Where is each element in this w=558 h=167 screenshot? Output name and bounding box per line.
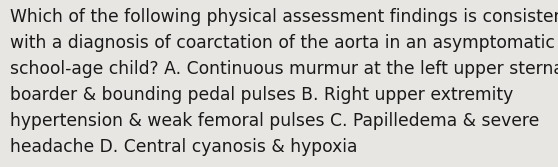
Text: boarder & bounding pedal pulses B. Right upper extremity: boarder & bounding pedal pulses B. Right… [10,86,513,104]
Text: Which of the following physical assessment findings is consistent: Which of the following physical assessme… [10,8,558,26]
Text: headache D. Central cyanosis & hypoxia: headache D. Central cyanosis & hypoxia [10,138,358,156]
Text: hypertension & weak femoral pulses C. Papilledema & severe: hypertension & weak femoral pulses C. Pa… [10,112,539,130]
Text: with a diagnosis of coarctation of the aorta in an asymptomatic: with a diagnosis of coarctation of the a… [10,34,555,52]
Text: school-age child? A. Continuous murmur at the left upper sternal: school-age child? A. Continuous murmur a… [10,60,558,78]
